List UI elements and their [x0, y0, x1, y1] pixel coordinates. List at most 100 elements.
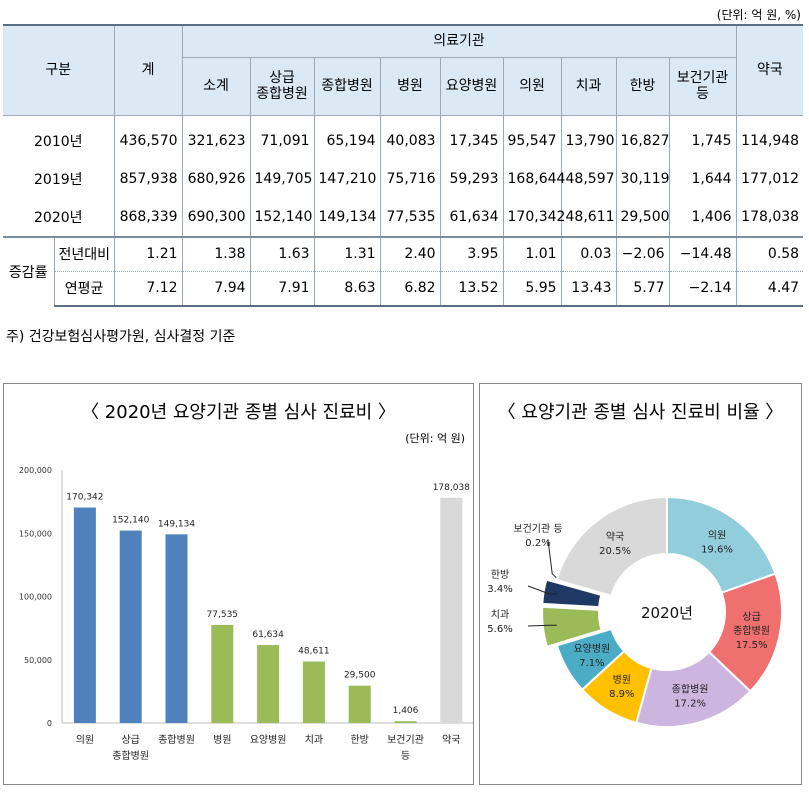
table-cell: 13.43 — [560, 270, 617, 307]
table-cell: 13.52 — [439, 270, 504, 307]
slice-label: 20.5% — [599, 546, 631, 557]
donut-slice — [555, 495, 668, 598]
slice-label: 17.5% — [736, 640, 768, 651]
y-tick-label: 150,000 — [19, 529, 52, 538]
table-cell: 321,623 — [181, 115, 251, 160]
table-cell: 1.38 — [181, 235, 251, 271]
header-sub-line1: 치과 — [575, 78, 602, 94]
bar-value-label: 29,500 — [344, 671, 376, 681]
table-cell: 1,745 — [668, 115, 737, 160]
slice-label: 19.6% — [701, 544, 733, 555]
table-cell: 6.82 — [379, 270, 441, 307]
slice-label: 병원 — [613, 674, 631, 686]
x-category-label: 치과 — [305, 734, 323, 746]
header-sub-4: 요양병원 — [439, 57, 504, 116]
table-cell: −2.14 — [668, 270, 737, 307]
slice-value-outside: 3.4% — [487, 584, 512, 595]
slice-label: 의원 — [708, 529, 726, 541]
table-cell: 436,570 — [113, 115, 183, 160]
row-label: 연평균 — [53, 270, 115, 307]
bar-value-label: 48,611 — [298, 647, 330, 657]
stats-table: 구분 계 의료기관 약국 소계 상급 종합병원 종합병원 병원 요양병원 의원 치과 한방 보건기… — [3, 24, 804, 307]
header-sub-line1: 한방 — [629, 78, 656, 94]
bar — [73, 507, 96, 723]
table-cell: 29,500 — [615, 197, 670, 237]
bar — [211, 624, 234, 723]
slice-label: 약국 — [606, 531, 624, 543]
table-row: 2010년 436,570 321,623 71,091 65,194 40,083 17,… — [3, 115, 804, 160]
bar-value-label: 61,634 — [252, 630, 284, 640]
bar-value-label: 170,342 — [66, 493, 103, 503]
table-cell: 48,597 — [560, 159, 617, 198]
header-sub-5: 의원 — [502, 57, 562, 116]
x-category-label: 한방 — [350, 734, 368, 746]
table-cell: 690,300 — [181, 197, 251, 237]
y-tick-label: 100,000 — [19, 593, 52, 602]
slice-value-outside: 0.2% — [525, 538, 550, 549]
table-cell: 4.47 — [735, 270, 804, 307]
table-cell: 1.21 — [113, 235, 183, 271]
bar-value-label: 149,134 — [158, 519, 195, 529]
slice-label: 상급 — [742, 611, 760, 623]
table-row: 증감률 전년대비 1.21 1.38 1.63 1.31 2.40 3.95 1.01 0.03−… — [3, 235, 804, 306]
slice-label: 요양병원 — [573, 643, 610, 655]
slice-label-outside: 보건기관 등 — [513, 523, 562, 535]
x-category-label: 병원 — [213, 734, 231, 746]
bar — [394, 721, 417, 723]
x-category-label: 약국 — [442, 734, 460, 746]
table-cell: 177,012 — [735, 159, 804, 198]
header-sub-6: 치과 — [560, 57, 617, 116]
table-cell: 5.77 — [615, 270, 670, 307]
source-note: 주) 건강보험심사평가원, 심사결정 기준 — [6, 329, 236, 345]
table-cell: 61,634 — [439, 197, 504, 237]
header-sub-line1: 상급 — [269, 70, 295, 86]
table-cell: 857,938 — [113, 159, 183, 198]
table-cell: −14.48 — [668, 235, 737, 271]
header-sub-7: 한방 — [615, 57, 670, 116]
table-cell: 71,091 — [249, 115, 315, 160]
leader-line — [527, 585, 558, 595]
header-sub-line2: 종합병원 — [256, 86, 308, 102]
header-pharmacy: 약국 — [735, 24, 804, 116]
bar — [119, 530, 142, 723]
table-cell: 16,827 — [615, 115, 670, 160]
bar-value-label: 77,535 — [207, 610, 239, 620]
bar-chart-panel: 〈 2020년 요양기관 종별 심사 진료비 〉 (단위: 억 원) 0 50,0… — [3, 383, 474, 785]
table-cell: 152,140 — [249, 197, 315, 237]
table-row: 2020년 868,339 690,300 152,140 149,134 77,535 6… — [3, 197, 804, 237]
table-cell: 75,716 — [379, 159, 441, 198]
header-sub-0: 소계 — [181, 57, 251, 116]
table-cell: 95,547 — [502, 115, 562, 160]
table-cell: 8.63 — [313, 270, 381, 307]
table-cell: 178,038 — [735, 197, 804, 237]
table-cell: 170,342 — [502, 197, 565, 237]
y-tick-label: 200,000 — [19, 466, 52, 475]
table-cell: 2.40 — [379, 235, 441, 271]
bar-chart: 0 50,000 100,000 150,000 200,000 170,342 의원 152… — [19, 466, 473, 762]
table-cell: 3.95 — [439, 235, 504, 271]
header-sub-line2: 등 — [696, 86, 709, 102]
leader-line — [527, 624, 557, 627]
table-cell: 0.03 — [560, 235, 617, 271]
bar-chart-unit: (단위: 억 원) — [405, 432, 465, 445]
header-sub-3: 병원 — [379, 57, 441, 116]
table-cell: 1.31 — [313, 235, 381, 271]
row-label: 2010년 — [34, 133, 83, 150]
header-sub-8: 보건기관 등 — [668, 57, 737, 116]
x-category-label-line2: 등 — [401, 750, 410, 762]
donut-slice — [555, 627, 626, 692]
pie-chart-panel: 〈 요양기관 종별 심사 진료비 비율 〉 의원 19.6% 상급 종합병원 17.5%… — [479, 383, 802, 785]
table-cell: 30,119 — [615, 159, 670, 198]
bar — [348, 685, 371, 723]
table-cell: 114,948 — [735, 115, 804, 160]
slice-label-outside: 한방 — [491, 569, 509, 581]
table-cell: 5.95 — [502, 270, 562, 307]
table-cell: 149,705 — [249, 159, 315, 198]
y-tick-label: 50,000 — [24, 656, 52, 665]
slice-label: 8.9% — [609, 689, 634, 700]
table-cell: 17,345 — [439, 115, 504, 160]
slice-label: 종합병원 — [733, 625, 770, 637]
header-sub-line1: 종합병원 — [321, 78, 373, 94]
x-category-label: 요양병원 — [250, 734, 287, 746]
